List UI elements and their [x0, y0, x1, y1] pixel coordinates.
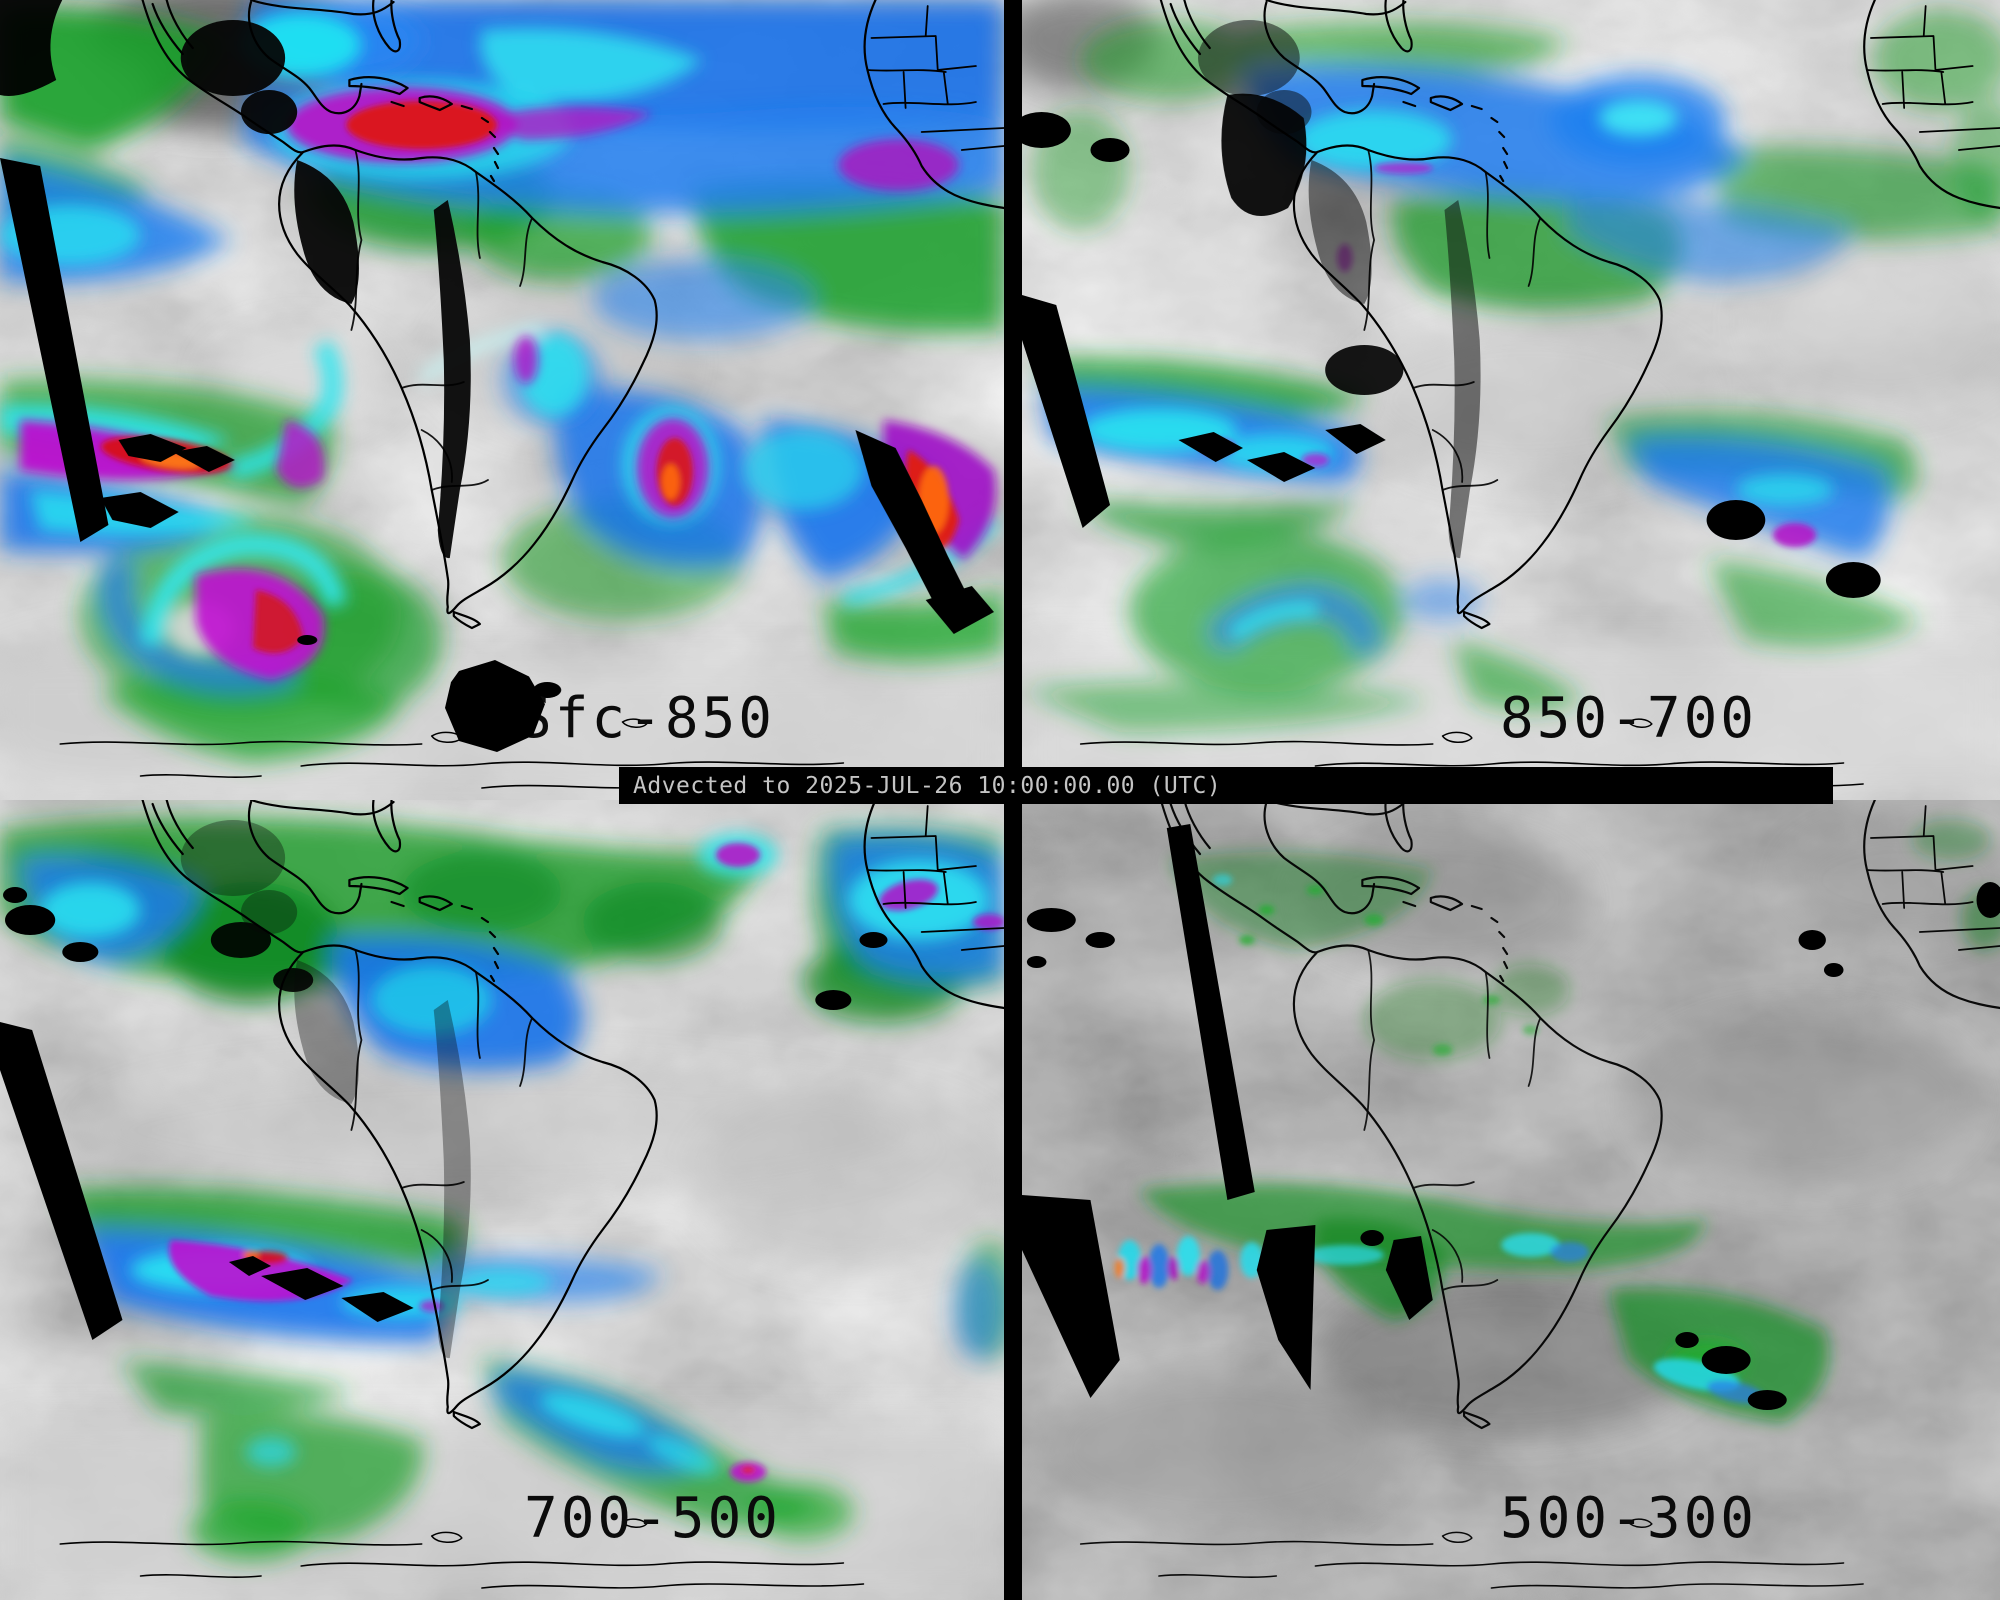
panel-label-700-500: 700-500: [524, 1486, 782, 1551]
missing-data-shapes: [0, 0, 994, 698]
panel-label-500-300: 500-300: [1500, 1486, 1758, 1551]
panel-label-sfc-850: Sfc-850: [518, 686, 776, 751]
missing-data-shapes: [0, 887, 888, 1340]
500-300-imagery: [1022, 800, 2000, 1600]
advection-time-banner: Advected to 2025-JUL-26 10:00:00.00 (UTC…: [619, 767, 1833, 804]
700-500-imagery: [0, 800, 1004, 1600]
panel-850-700: 850-700: [1022, 0, 2000, 800]
panel-700-500: 700-500: [0, 800, 1004, 1600]
panel-500-300: 500-300: [1022, 800, 2000, 1600]
850-700-imagery: [1022, 0, 2000, 800]
panel-sfc-850: Sfc-850: [0, 0, 1004, 800]
missing-data-shapes: [1022, 824, 2000, 1410]
panel-label-850-700: 850-700: [1500, 686, 1758, 751]
advection-time-text: Advected to 2025-JUL-26 10:00:00.00 (UTC…: [633, 772, 1222, 799]
